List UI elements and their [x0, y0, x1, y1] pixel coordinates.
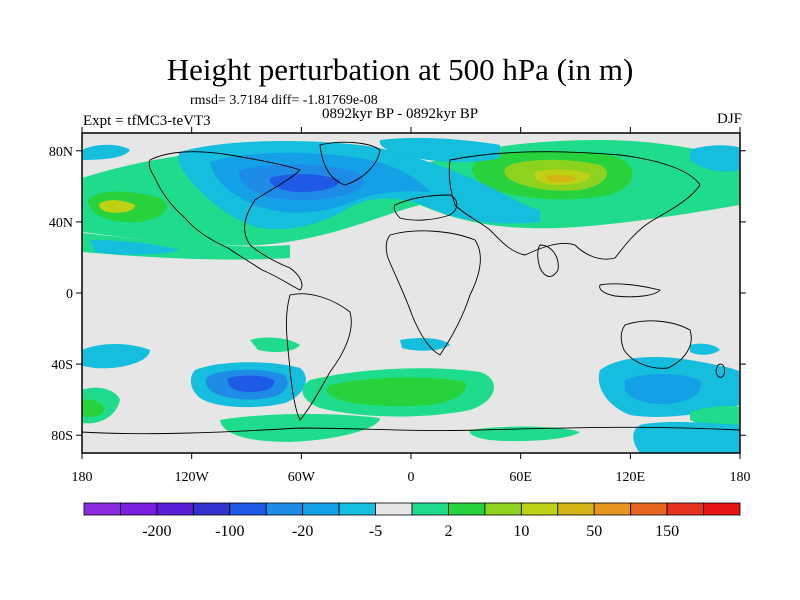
contour-sh-blue-lobe-core — [227, 375, 275, 392]
coastline-asia — [448, 151, 701, 260]
chart-title: Height perturbation at 500 hPa (in m) — [166, 52, 634, 87]
contour-arctic-blue — [379, 137, 500, 162]
colorbar-swatch — [448, 502, 486, 516]
colorbar-swatch — [557, 502, 595, 516]
contour-sh-green-west-inner — [82, 399, 104, 418]
colorbar — [83, 502, 741, 516]
contour-nh-yellow-west — [99, 200, 135, 213]
contour-sh-blue-west — [82, 344, 150, 369]
colorbar-swatch — [192, 502, 231, 516]
x-tick-label: 180 — [730, 470, 751, 485]
period-line: 0892kyr BP - 0892kyr BP — [322, 106, 479, 122]
contour-sh-green-band-inner — [326, 377, 466, 407]
season-label: DJF — [716, 111, 742, 127]
contour-fields — [82, 137, 740, 453]
coastline-antarctica — [82, 426, 740, 435]
contour-nw-pacific-blue — [82, 144, 130, 160]
colorbar-label: -5 — [369, 523, 382, 540]
colorbar-swatch — [666, 502, 704, 516]
coastline-new-zealand — [715, 363, 725, 378]
y-tick-label: 40N — [49, 216, 73, 231]
colorbar-swatch — [302, 502, 340, 516]
y-tick-label: 80S — [51, 429, 73, 444]
x-tick-label: 120E — [616, 470, 646, 485]
colorbar-label: -100 — [215, 523, 244, 540]
colorbar-swatch — [156, 502, 194, 516]
colorbar-label: -20 — [292, 523, 313, 540]
coastline-europe — [393, 194, 458, 221]
contour-pacific-spot — [690, 343, 720, 355]
contour-sh-blue-south — [633, 421, 740, 453]
y-tick-label: 80N — [49, 145, 73, 160]
coastline-greenland — [319, 141, 381, 186]
contour-ne-pacific-blue — [690, 145, 740, 172]
coastline-north-america — [148, 151, 303, 291]
x-tick-label: 0 — [408, 470, 415, 485]
colorbar-label: 10 — [513, 523, 529, 540]
stats-line: rmsd= 3.7184 diff= -1.81769e-08 — [190, 93, 378, 108]
colorbar-swatch — [265, 502, 304, 516]
x-tick-label: 120W — [175, 470, 210, 485]
contour-sh-green-south-east — [469, 426, 580, 442]
contour-na-core — [269, 174, 340, 192]
colorbar-label: 2 — [444, 523, 452, 540]
colorbar-label: -200 — [142, 523, 171, 540]
coastline-south-america — [285, 293, 352, 421]
coastlines — [82, 141, 740, 435]
contour-sh-green-east — [690, 405, 740, 427]
coastline-africa — [385, 230, 481, 356]
colorbar-swatch — [484, 502, 522, 516]
colorbar-swatch — [83, 502, 121, 516]
y-tick-label: 0 — [66, 287, 73, 302]
coastline-australia — [620, 320, 692, 369]
x-tick-label: 60W — [288, 470, 316, 485]
colorbar-swatch — [120, 502, 158, 516]
colorbar-label: 50 — [586, 523, 602, 540]
colorbar-swatch — [630, 502, 668, 516]
colorbar-swatch — [520, 502, 559, 516]
colorbar-swatch — [338, 502, 376, 516]
contour-africa-blue — [400, 337, 450, 351]
colorbar-swatch — [411, 502, 449, 516]
colorbar-swatch — [593, 502, 632, 516]
colorbar-labels: -200 -100 -20 -5 2 10 50 150 — [142, 523, 679, 540]
contour-asia-orange — [546, 174, 576, 183]
axis-tick-labels: 180 120W 60W 0 60E 120E 180 80N 40N 0 40S 80S — [49, 145, 751, 485]
coastline-indonesia — [599, 283, 661, 298]
contour-sh-blue-east-mid — [625, 374, 701, 405]
colorbar-swatch — [375, 502, 413, 516]
contour-subtropics-blue — [90, 240, 180, 255]
axis-ticks — [76, 127, 746, 459]
colorbar-label: 150 — [655, 523, 679, 540]
colorbar-swatch — [229, 502, 267, 516]
coastline-india — [537, 244, 559, 277]
x-tick-label: 60E — [509, 470, 532, 485]
x-tick-label: 180 — [72, 470, 93, 485]
colorbar-swatch — [703, 502, 741, 516]
experiment-line: Expt = tfMC3-teVT3 — [83, 113, 211, 129]
y-tick-label: 40S — [51, 358, 73, 373]
